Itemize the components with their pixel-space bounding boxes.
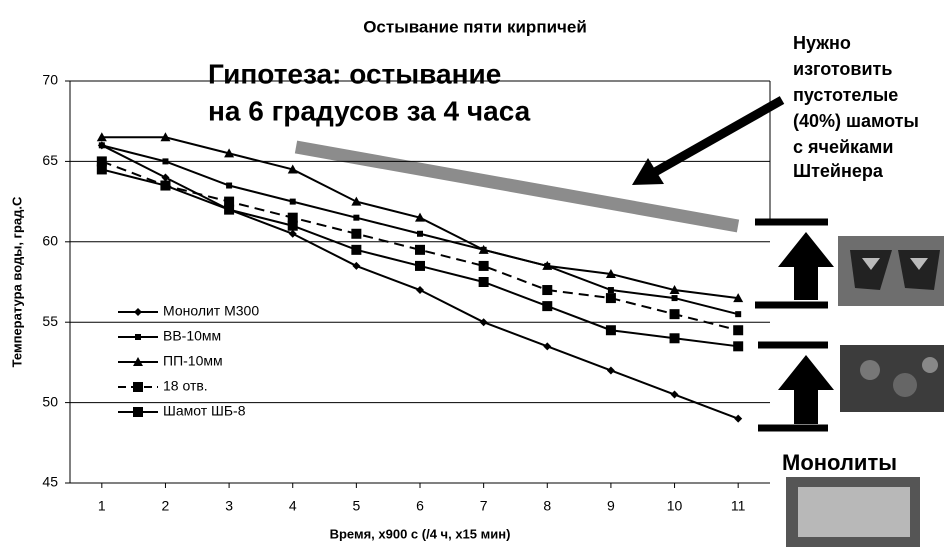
x-axis-label: Время, х900 с (/4 ч, х15 мин) (330, 526, 511, 541)
y-tick-label: 55 (42, 313, 58, 329)
x-tick-label: 6 (416, 498, 424, 514)
legend-marker (135, 334, 141, 340)
marker (733, 325, 743, 335)
legend-label: ВВ-10мм (163, 328, 221, 344)
hypothesis-line: Гипотеза: остывание (208, 58, 501, 89)
legend-label: Монолит М300 (163, 303, 259, 319)
marker (670, 309, 680, 319)
legend-label: ПП-10мм (163, 353, 223, 369)
marker (479, 277, 489, 287)
legend-label: Шамот ШБ-8 (163, 403, 246, 419)
marker (670, 333, 680, 343)
marker (542, 285, 552, 295)
brick-photo (838, 236, 944, 306)
x-tick-label: 2 (162, 498, 170, 514)
brick-photo (840, 345, 944, 412)
x-tick-label: 4 (289, 498, 297, 514)
marker (735, 311, 741, 317)
marker (479, 261, 489, 271)
marker (351, 229, 361, 239)
chart: Остывание пяти кирпичей Время, х900 с (/… (0, 0, 944, 547)
marker (224, 205, 234, 215)
y-tick-label: 50 (42, 393, 58, 409)
chart-title: Остывание пяти кирпичей (363, 17, 587, 36)
x-tick-label: 11 (731, 498, 746, 514)
x-tick-label: 1 (98, 498, 106, 514)
legend-marker (133, 382, 143, 392)
y-tick-label: 45 (42, 474, 58, 490)
note-line: изготовить (793, 59, 892, 79)
marker (542, 301, 552, 311)
marker (226, 183, 232, 189)
marker (606, 293, 616, 303)
x-tick-label: 5 (352, 498, 360, 514)
marker (162, 158, 168, 164)
note-line: Штейнера (793, 161, 884, 181)
x-tick-label: 8 (543, 498, 551, 514)
y-tick-label: 65 (42, 152, 58, 168)
marker (353, 215, 359, 221)
x-tick-label: 3 (225, 498, 233, 514)
marker (608, 287, 614, 293)
marker (290, 199, 296, 205)
x-tick-label: 7 (480, 498, 488, 514)
marker (288, 221, 298, 231)
y-axis-label: Температура воды, град.С (9, 196, 24, 367)
brick-photo (786, 477, 920, 547)
y-tick-label: 70 (42, 72, 58, 88)
marker (97, 164, 107, 174)
marker (415, 245, 425, 255)
note-line: с ячейками (793, 137, 893, 157)
marker (672, 295, 678, 301)
note-line: пустотелые (793, 85, 898, 105)
x-tick-label: 9 (607, 498, 615, 514)
marker (351, 245, 361, 255)
x-tick-label: 10 (667, 498, 683, 514)
monolith-label: Монолиты (782, 450, 897, 475)
marker (606, 325, 616, 335)
marker (415, 261, 425, 271)
legend-marker (133, 407, 143, 417)
note-line: (40%) шамоты (793, 111, 919, 131)
y-tick-label: 60 (42, 233, 58, 249)
marker (417, 231, 423, 237)
legend-label: 18 отв. (163, 378, 208, 394)
marker (99, 142, 105, 148)
note-line: Нужно (793, 33, 851, 53)
hypothesis-line: на 6 градусов за 4 часа (208, 95, 531, 126)
marker (733, 341, 743, 351)
marker (160, 181, 170, 191)
